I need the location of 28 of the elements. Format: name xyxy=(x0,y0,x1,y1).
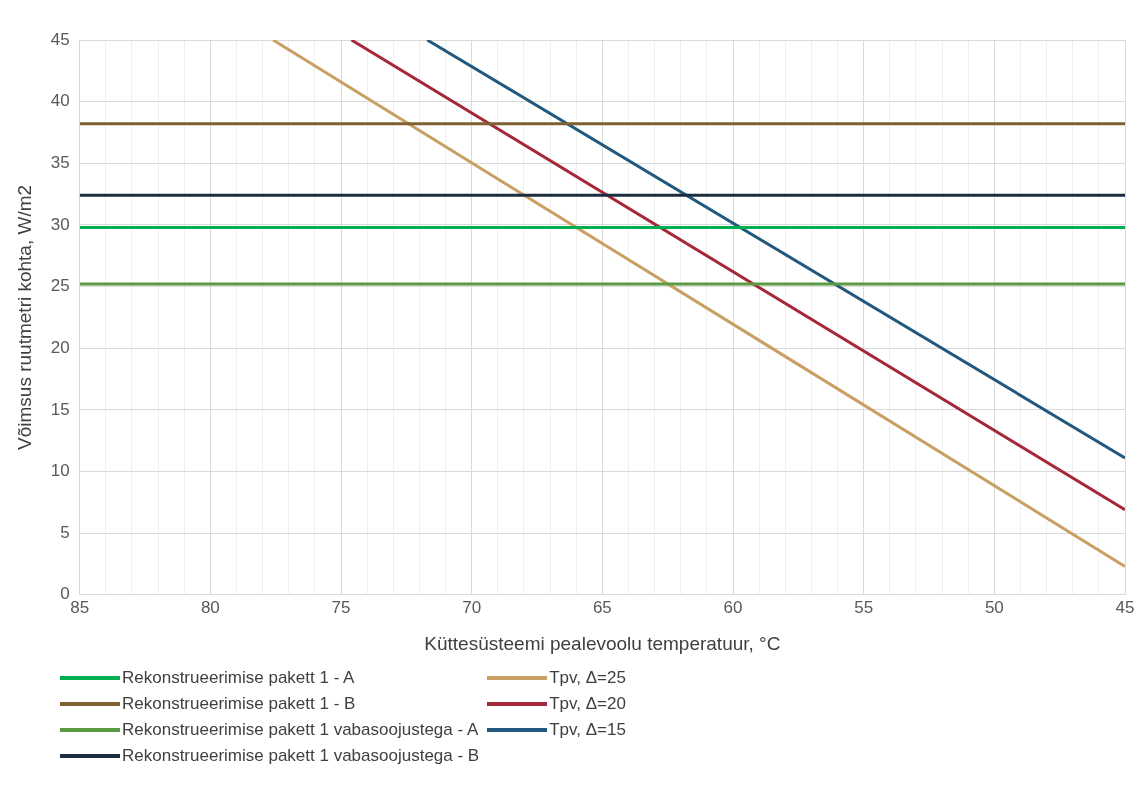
x-tick-label: 60 xyxy=(723,597,743,617)
x-tick-label: 70 xyxy=(462,597,482,617)
y-tick-label: 40 xyxy=(50,91,70,111)
y-tick-label: 10 xyxy=(50,461,70,481)
y-tick-label: 20 xyxy=(50,337,70,357)
y-tick-label: 45 xyxy=(50,29,70,49)
y-axis-title: Võimsus ruutmetri kohta, W/m2 xyxy=(13,184,35,450)
y-tick-label: 25 xyxy=(50,276,70,296)
legend-label: Tpv, Δ=20 xyxy=(549,694,626,714)
x-tick-label: 65 xyxy=(592,597,612,617)
x-tick-label: 80 xyxy=(200,597,220,617)
y-tick-label: 0 xyxy=(60,584,70,604)
y-tick-label: 15 xyxy=(50,399,70,419)
legend-label: Rekonstrueerimise pakett 1 - B xyxy=(122,694,356,714)
x-tick-label: 55 xyxy=(854,597,874,617)
y-tick-label: 30 xyxy=(50,214,70,234)
y-tick-label: 5 xyxy=(60,522,70,542)
x-tick-label: 45 xyxy=(1115,597,1135,617)
x-tick-label: 75 xyxy=(331,597,351,617)
legend-label: Tpv, Δ=15 xyxy=(549,720,626,740)
legend-label: Rekonstrueerimise pakett 1 - A xyxy=(122,668,355,688)
legend-label: Tpv, Δ=25 xyxy=(549,668,626,688)
x-axis-title: Küttesüsteemi pealevoolu temperatuur, °C xyxy=(424,632,781,654)
x-tick-label: 85 xyxy=(70,597,90,617)
legend-label: Rekonstrueerimise pakett 1 vabasoojustega - A xyxy=(122,720,479,740)
y-tick-label: 35 xyxy=(50,152,70,172)
x-tick-label: 50 xyxy=(984,597,1004,617)
legend-label: Rekonstrueerimise pakett 1 vabasoojustega - B xyxy=(122,746,480,766)
